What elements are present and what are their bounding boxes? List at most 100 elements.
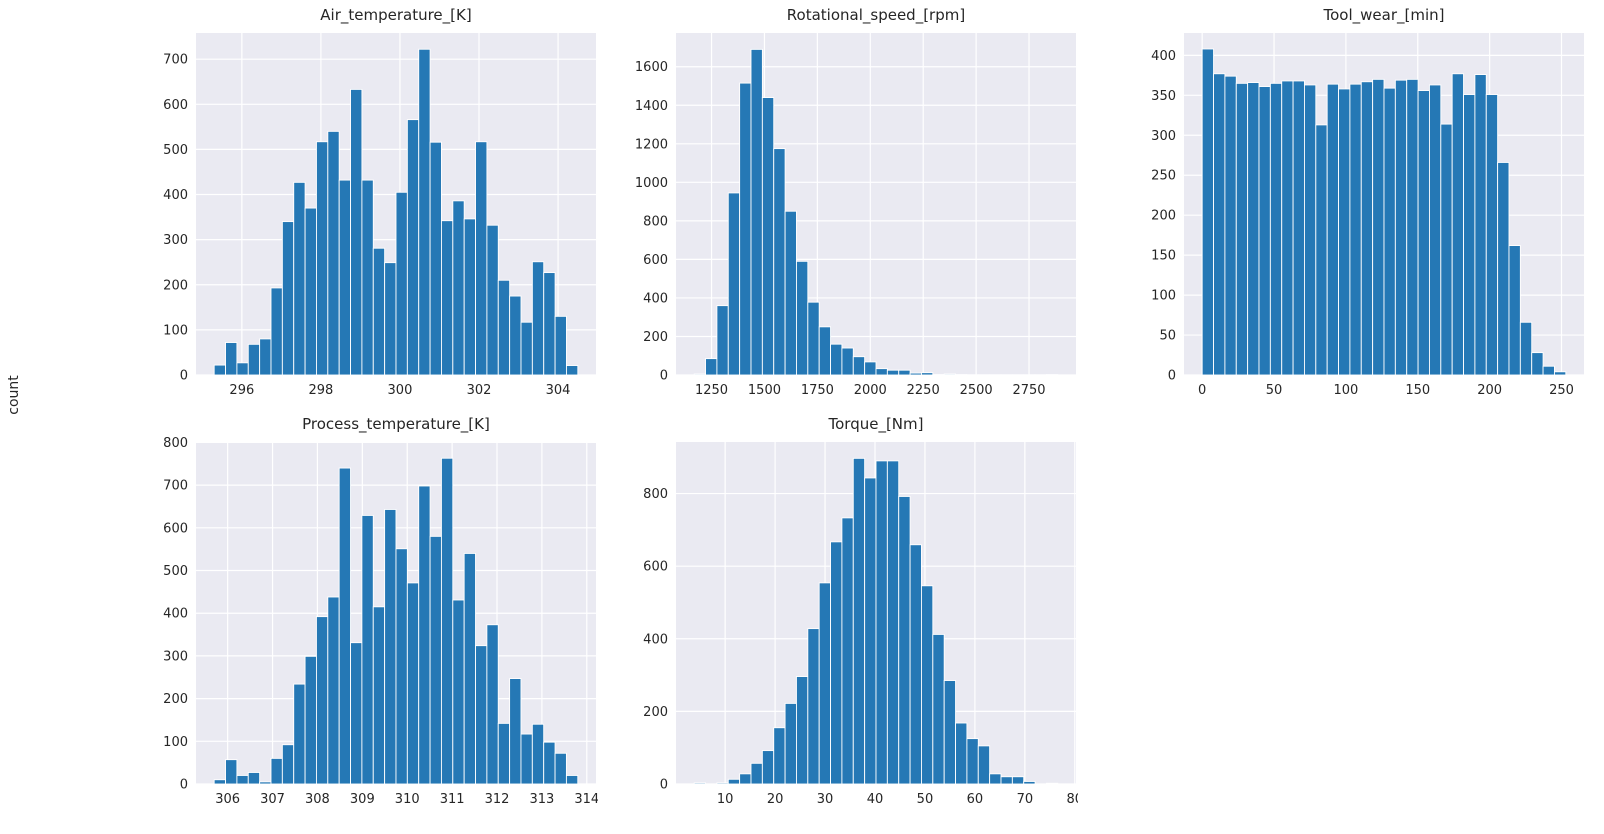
histogram-panel-torque: Torque_[Nm] 0 200 400 600 800 10 20 30 40 50 60 70 8… bbox=[608, 415, 1078, 817]
histogram-bar bbox=[750, 48, 763, 376]
histogram-bar bbox=[1224, 75, 1237, 376]
histogram-bar bbox=[486, 624, 499, 785]
histogram-bar bbox=[852, 457, 866, 785]
histogram-bar bbox=[350, 88, 363, 376]
y-tick-label: 500 bbox=[163, 564, 188, 579]
y-tick-label: 700 bbox=[163, 479, 188, 494]
x-tick-label: 1750 bbox=[801, 383, 834, 398]
histogram-bar bbox=[1474, 74, 1487, 376]
y-tick-label: 400 bbox=[643, 291, 668, 306]
histogram-bar bbox=[830, 541, 843, 785]
histogram-bar bbox=[909, 544, 922, 785]
histogram-bar bbox=[361, 179, 374, 376]
histogram-bar bbox=[727, 192, 741, 376]
histogram-bar bbox=[909, 372, 922, 376]
histogram-bar bbox=[727, 778, 741, 785]
y-tick-label: 200 bbox=[643, 330, 668, 345]
y-tick-label: 300 bbox=[163, 233, 188, 248]
histogram-bar bbox=[739, 773, 752, 785]
x-tick-label: 312 bbox=[485, 792, 510, 807]
y-tick-label: 200 bbox=[163, 278, 188, 293]
histogram-bar bbox=[716, 305, 729, 376]
x-tick-label: 298 bbox=[308, 383, 333, 398]
x-tick-label: 302 bbox=[467, 383, 492, 398]
histogram-bar bbox=[543, 272, 556, 376]
histogram-bar bbox=[497, 722, 511, 785]
histogram-bar bbox=[509, 678, 522, 785]
histogram-bar bbox=[463, 218, 476, 376]
x-tick-label: 1250 bbox=[695, 383, 728, 398]
histogram-bar bbox=[418, 485, 431, 785]
histogram-bar bbox=[1440, 123, 1453, 376]
y-tick-label: 1600 bbox=[635, 60, 668, 75]
y-tick-label: 0 bbox=[180, 778, 188, 793]
histogram-bar bbox=[875, 460, 888, 785]
y-tick-label: 0 bbox=[1168, 369, 1176, 384]
histogram-bar bbox=[440, 457, 454, 785]
histogram-bar bbox=[384, 262, 397, 376]
y-tick-label: 0 bbox=[660, 369, 668, 384]
x-tick-label: 60 bbox=[967, 792, 984, 807]
histogram-bar bbox=[1000, 776, 1013, 785]
histogram-bar bbox=[293, 181, 306, 376]
x-tick-label: 40 bbox=[867, 792, 884, 807]
histogram-bar bbox=[1485, 94, 1499, 376]
chart-title-torque: Torque_[Nm] bbox=[828, 415, 924, 433]
histogram-bar bbox=[852, 356, 866, 376]
histogram-bar bbox=[898, 369, 911, 376]
histogram-bar bbox=[236, 362, 249, 376]
histogram-bar bbox=[841, 347, 854, 376]
histogram-bar bbox=[1451, 73, 1464, 376]
histogram-bar bbox=[1326, 83, 1339, 376]
y-tick-label: 300 bbox=[1151, 129, 1176, 144]
histogram-bar bbox=[796, 260, 809, 376]
y-tick-label: 600 bbox=[643, 560, 668, 575]
histogram-bar bbox=[1269, 82, 1283, 376]
histogram-bar bbox=[1213, 73, 1226, 376]
chart-title-process-temperature: Process_temperature_[K] bbox=[302, 415, 490, 433]
histogram-bar bbox=[361, 514, 374, 785]
histogram-bar bbox=[1394, 79, 1408, 376]
x-tick-label: 314 bbox=[574, 792, 598, 807]
y-tick-label: 400 bbox=[1151, 49, 1176, 64]
histogram-bar bbox=[520, 733, 533, 785]
histogram-bar bbox=[281, 221, 295, 376]
histogram-bar bbox=[225, 759, 238, 785]
histogram-bar bbox=[452, 200, 465, 376]
histogram-bar bbox=[316, 141, 329, 376]
histogram-bar bbox=[281, 744, 295, 785]
x-tick-label: 309 bbox=[350, 792, 375, 807]
histogram-bar bbox=[213, 364, 226, 376]
histogram-bar bbox=[1417, 90, 1430, 376]
histogram-bar bbox=[966, 738, 979, 785]
histogram-bar bbox=[1406, 78, 1419, 376]
x-tick-label: 313 bbox=[529, 792, 554, 807]
histogram-bar bbox=[372, 606, 386, 785]
y-tick-label: 50 bbox=[1159, 329, 1176, 344]
y-tick-label: 800 bbox=[163, 437, 188, 451]
histogram-bar bbox=[475, 645, 488, 785]
x-tick-label: 300 bbox=[388, 383, 413, 398]
x-tick-label: 2750 bbox=[1012, 383, 1045, 398]
histogram-bar bbox=[818, 326, 832, 376]
y-tick-label: 600 bbox=[163, 98, 188, 113]
histogram-bar bbox=[886, 460, 900, 785]
histogram-bar bbox=[259, 781, 272, 785]
histogram-bar bbox=[463, 552, 476, 785]
histogram-panel-air-temperature: Air_temperature_[K] 0 100 200 300 400 500 600 7… bbox=[128, 6, 598, 408]
histogram-bar bbox=[1497, 161, 1510, 376]
x-tick-label: 50 bbox=[1266, 383, 1283, 398]
histogram-bar bbox=[236, 775, 249, 785]
y-tick-label: 100 bbox=[163, 735, 188, 750]
histogram-bar bbox=[520, 321, 533, 376]
histogram-plot-tool-wear: 0 50 100 150 200 250 300 350 400 0 50 100 150 200 250 bbox=[1151, 33, 1584, 398]
histogram-bar bbox=[486, 224, 499, 376]
y-tick-label: 200 bbox=[643, 705, 668, 720]
y-tick-label: 1200 bbox=[635, 137, 668, 152]
figure-y-axis-label: count bbox=[6, 375, 22, 415]
histogram-bar bbox=[739, 82, 752, 376]
histogram-bar bbox=[543, 741, 556, 785]
histogram-bar bbox=[554, 315, 567, 376]
histogram-bar bbox=[977, 745, 991, 785]
